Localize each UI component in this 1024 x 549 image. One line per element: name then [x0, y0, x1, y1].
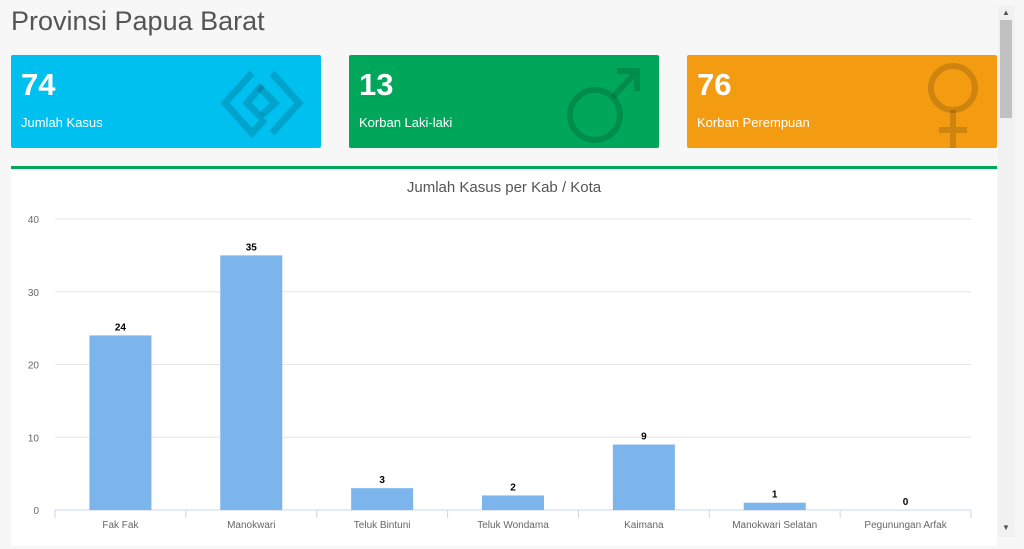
- card-jumlah-kasus: 74 Jumlah Kasus: [11, 55, 321, 148]
- x-tick-label: Fak Fak: [102, 520, 139, 531]
- bar: [351, 488, 414, 510]
- data-label: 3: [379, 475, 385, 486]
- bar: [220, 255, 283, 510]
- card-value: 13: [359, 67, 394, 102]
- y-tick-label: 10: [28, 433, 40, 444]
- chart-title: Jumlah Kasus per Kab / Kota: [406, 179, 602, 196]
- scrollbar[interactable]: ▲ ▼: [998, 6, 1015, 537]
- y-tick-label: 30: [28, 288, 40, 299]
- data-label: 9: [641, 432, 647, 443]
- card-label: Korban Laki-laki: [359, 115, 453, 130]
- data-label: 2: [510, 482, 516, 493]
- scrollbar-thumb[interactable]: [1000, 20, 1012, 118]
- data-label: 1: [772, 490, 778, 501]
- handshake-icon: [220, 70, 304, 139]
- page-title: Provinsi Papua Barat: [11, 6, 265, 36]
- y-tick-label: 40: [28, 215, 40, 226]
- card-korban-laki-laki: 13 Korban Laki-laki: [349, 55, 659, 148]
- card-label: Jumlah Kasus: [21, 115, 103, 130]
- bar: [612, 444, 675, 510]
- x-tick-label: Teluk Bintuni: [354, 520, 411, 531]
- x-tick-label: Manokwari: [227, 520, 275, 531]
- card-label: Korban Perempuan: [697, 115, 810, 130]
- data-label: 0: [903, 497, 909, 508]
- card-value: 74: [21, 67, 56, 102]
- x-tick-label: Teluk Wondama: [477, 520, 549, 531]
- card-korban-perempuan: 76 Korban Perempuan: [687, 55, 997, 148]
- y-tick-label: 0: [33, 506, 39, 517]
- x-tick-label: Kaimana: [624, 520, 664, 531]
- bar: [89, 335, 152, 510]
- male-icon: [567, 68, 640, 143]
- female-icon: [928, 63, 978, 148]
- data-label: 24: [115, 322, 127, 333]
- scroll-up-icon[interactable]: ▲: [1002, 8, 1010, 17]
- bar: [482, 495, 544, 510]
- y-tick-label: 20: [28, 361, 40, 372]
- scroll-down-icon[interactable]: ▼: [1002, 523, 1010, 532]
- bar: [743, 502, 806, 510]
- chart-panel: Jumlah Kasus per Kab / Kota 0 10 20 30 40 24 F…: [11, 166, 997, 546]
- x-tick-label: Pegunungan Arfak: [864, 520, 947, 531]
- data-label: 35: [246, 242, 258, 253]
- x-tick-label: Manokwari Selatan: [732, 520, 817, 531]
- card-value: 76: [697, 67, 732, 102]
